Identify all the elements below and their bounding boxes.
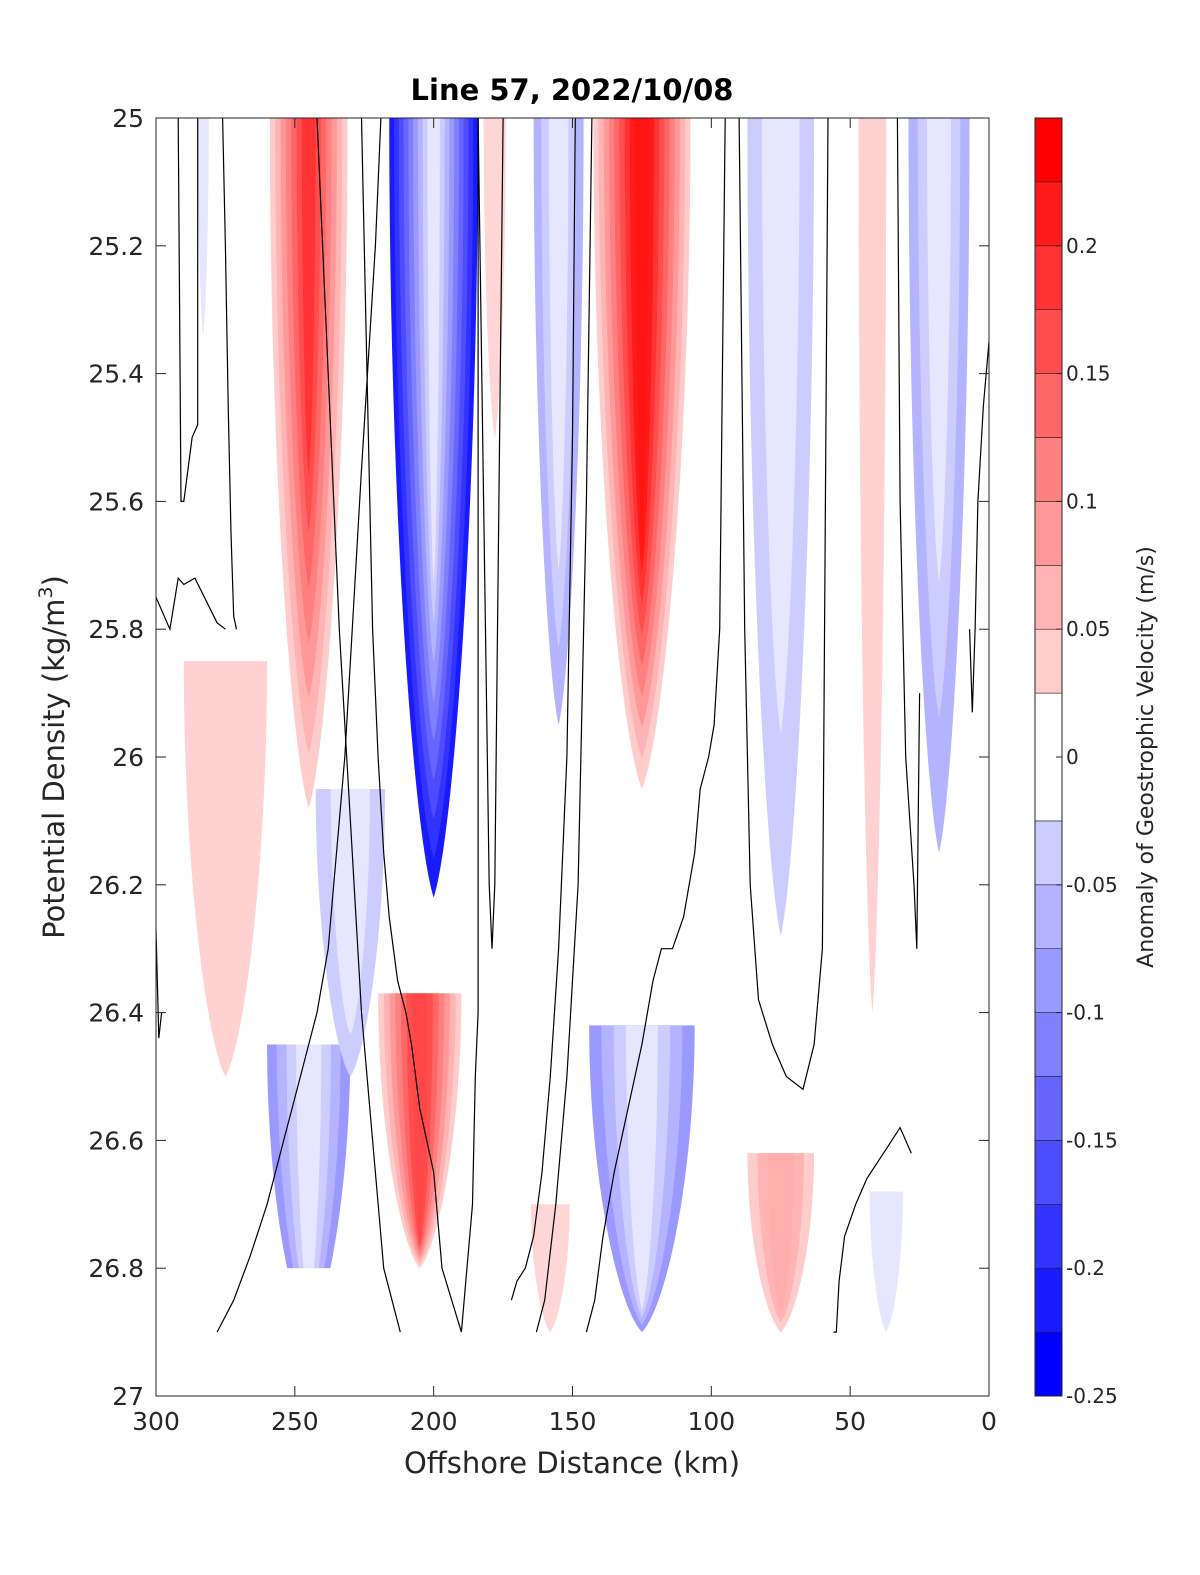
colorbar-segment xyxy=(1034,628,1063,694)
anomaly-band-9-0 xyxy=(183,661,268,1077)
colorbar-segment xyxy=(1034,1140,1063,1205)
y-tick-label: 25.4 xyxy=(88,360,144,389)
x-tick-label: 50 xyxy=(834,1407,866,1436)
chart-title: Line 57, 2022/10/08 xyxy=(411,73,734,107)
y-axis-label-superscript: 3 xyxy=(35,586,57,598)
x-tick-label: 0 xyxy=(981,1407,997,1436)
anomaly-band-10-3 xyxy=(296,1044,322,1310)
colorbar-segment xyxy=(1034,309,1063,374)
anomaly-band-12-3 xyxy=(625,1025,658,1310)
zero-contour-5 xyxy=(316,118,401,1333)
zero-contour-7 xyxy=(477,118,504,949)
x-tick-label: 250 xyxy=(271,1407,319,1436)
colorbar-tick-label: 0.05 xyxy=(1066,617,1111,641)
y-tick-label: 25.2 xyxy=(88,232,144,261)
y-tick-label: 25.6 xyxy=(88,487,144,516)
zero-contour-12 xyxy=(896,118,921,949)
colorbar-tick-label: -0.25 xyxy=(1066,1384,1118,1408)
x-tick-label: 300 xyxy=(132,1407,180,1436)
zero-contour-3 xyxy=(156,929,163,1039)
colorbar-segment xyxy=(1034,564,1063,630)
colorbar-segment xyxy=(1034,1331,1063,1397)
anomaly-band-6-0 xyxy=(858,118,887,1013)
anomaly-band-11-6 xyxy=(412,993,428,1242)
zero-contour-1 xyxy=(156,576,226,632)
x-tick-label: 100 xyxy=(687,1407,735,1436)
colorbar-segment xyxy=(1034,948,1063,1013)
colorbar-segment xyxy=(1034,437,1063,502)
zero-contour-14 xyxy=(969,341,989,713)
colorbar-segment xyxy=(1034,501,1063,566)
zero-contour-0 xyxy=(177,118,199,502)
zero-contour-13 xyxy=(833,1126,912,1333)
colorbar-segment xyxy=(1034,1012,1063,1077)
anomaly-band-14-0 xyxy=(869,1191,903,1333)
anomaly-band-4-8 xyxy=(635,118,649,542)
anomaly-band-7-2 xyxy=(926,118,952,582)
y-axis-label-close: ) xyxy=(37,575,71,586)
colorbar-segment xyxy=(1034,884,1063,949)
colorbar-segment xyxy=(1034,820,1063,886)
colorbar-tick-label: -0.1 xyxy=(1066,1001,1105,1025)
colorbar-segment xyxy=(1034,181,1063,247)
colorbar-segment xyxy=(1034,1076,1063,1141)
zero-contour-11 xyxy=(738,118,829,1091)
colorbar-segment xyxy=(1034,373,1063,438)
y-tick-label: 26 xyxy=(112,743,144,772)
colorbar-tick-label: 0.1 xyxy=(1066,489,1098,513)
velocity-anomaly-layer xyxy=(183,118,970,1333)
masked-region xyxy=(169,1268,476,1333)
x-axis-ticks: 300 250 200 150 100 50 0 xyxy=(132,118,997,1436)
colorbar-segment xyxy=(1034,117,1063,183)
anomaly-band-13-2 xyxy=(767,1153,794,1313)
y-axis-label: Potential Density (kg/m3) xyxy=(35,575,71,939)
zero-contour-4 xyxy=(360,118,479,1333)
zero-contour-2 xyxy=(222,118,238,630)
anomaly-band-5-1 xyxy=(761,118,800,734)
zero-contour-8 xyxy=(510,118,576,1301)
colorbar-tick-label: -0.15 xyxy=(1066,1128,1118,1152)
anomaly-band-15-0 xyxy=(530,1204,570,1333)
colorbar-segment xyxy=(1034,1267,1063,1333)
y-tick-label: 26.2 xyxy=(88,871,144,900)
anomaly-band-16-1 xyxy=(330,788,370,1035)
colorbar-segment xyxy=(1034,1204,1063,1269)
zero-contour-6 xyxy=(216,118,382,1333)
colorbar-tick-label: 0 xyxy=(1066,745,1079,769)
anomaly-band-3-2 xyxy=(548,118,569,571)
colorbar-tick-label: 0.2 xyxy=(1066,234,1098,258)
colorbar-tick-label: -0.05 xyxy=(1066,873,1118,897)
colorbar-ticks: 0.2 0.15 0.1 0.05 0 -0.05 -0.1 -0.15 -0.2 -0.25 xyxy=(1056,234,1118,1408)
x-tick-label: 200 xyxy=(410,1407,458,1436)
colorbar-tick-label: 0.15 xyxy=(1066,362,1111,386)
y-axis-label-main: Potential Density (kg/m xyxy=(37,599,71,939)
colorbar-label: Anomaly of Geostrophic Velocity (m/s) xyxy=(1134,546,1159,968)
colorbar-tick-label: -0.2 xyxy=(1066,1256,1105,1280)
x-axis-label: Offshore Distance (km) xyxy=(404,1446,740,1480)
anomaly-band-0-6 xyxy=(301,118,316,478)
zero-contour-lines xyxy=(156,118,989,1333)
masked-area xyxy=(169,1268,476,1333)
y-tick-label: 26.4 xyxy=(88,999,144,1028)
zero-contour-9 xyxy=(535,118,593,1333)
y-tick-label: 27 xyxy=(112,1382,144,1411)
anomaly-band-1-8 xyxy=(427,118,440,585)
x-tick-label: 150 xyxy=(549,1407,597,1436)
colorbar-segment xyxy=(1034,245,1063,311)
y-tick-label: 25 xyxy=(112,104,144,133)
y-tick-label: 26.8 xyxy=(88,1254,144,1283)
zero-contour-10 xyxy=(585,118,726,1333)
anomaly-band-8-0 xyxy=(197,118,209,336)
y-tick-label: 26.6 xyxy=(88,1126,144,1155)
y-tick-label: 25.8 xyxy=(88,615,144,644)
y-axis-ticks: 25 25.2 25.4 25.6 25.8 26 26.2 26.4 26.6 26.8 27 xyxy=(88,104,989,1411)
